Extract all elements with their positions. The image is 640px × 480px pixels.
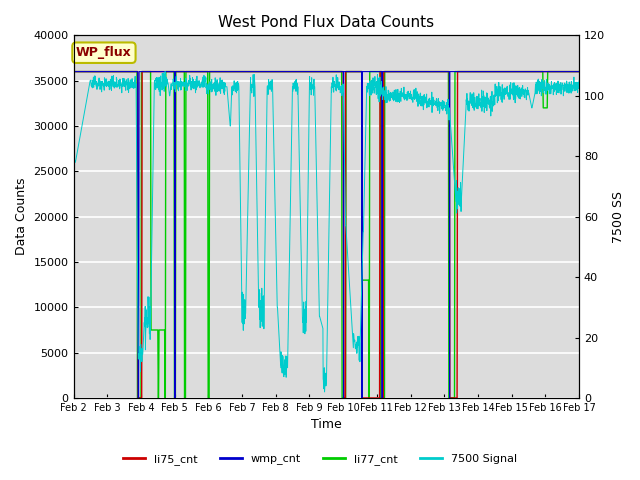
X-axis label: Time: Time bbox=[311, 419, 342, 432]
Legend: li75_cnt, wmp_cnt, li77_cnt, 7500 Signal: li75_cnt, wmp_cnt, li77_cnt, 7500 Signal bbox=[118, 450, 522, 469]
Title: West Pond Flux Data Counts: West Pond Flux Data Counts bbox=[218, 15, 435, 30]
Y-axis label: Data Counts: Data Counts bbox=[15, 178, 28, 255]
Y-axis label: 7500 SS: 7500 SS bbox=[612, 191, 625, 243]
Text: WP_flux: WP_flux bbox=[76, 46, 132, 59]
